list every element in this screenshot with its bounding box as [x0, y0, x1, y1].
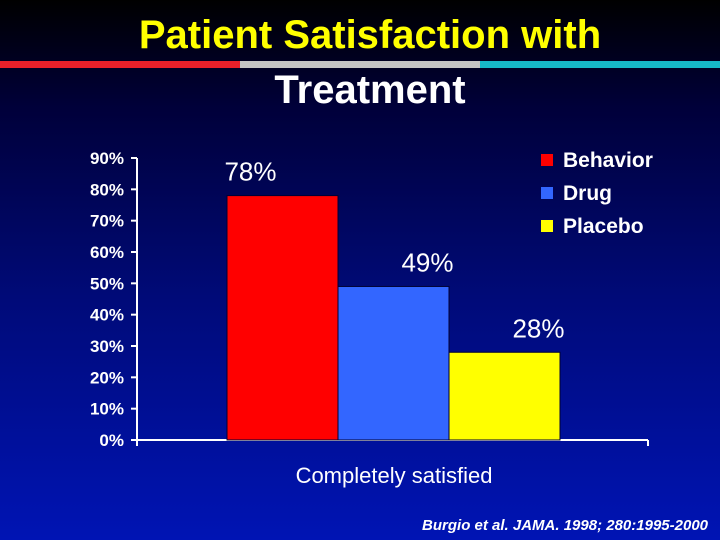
legend-label-behavior: Behavior — [563, 149, 653, 172]
y-tick-label: 60% — [90, 243, 124, 262]
data-label-behavior: 78% — [224, 157, 276, 187]
slide-title: Patient Satisfaction with Treatment — [0, 8, 720, 118]
y-tick-label: 50% — [90, 274, 124, 293]
legend-label-placebo: Placebo — [563, 215, 644, 238]
y-tick-label: 70% — [90, 212, 124, 231]
legend-label-drug: Drug — [563, 182, 612, 205]
slide-title-line2: Treatment — [274, 68, 466, 112]
bar-behavior — [226, 195, 339, 441]
y-tick-label: 10% — [90, 400, 124, 419]
data-label-placebo: 28% — [512, 313, 564, 343]
legend-swatch-behavior — [541, 154, 553, 166]
bar-drug — [337, 285, 450, 441]
title-rule-red — [0, 61, 240, 68]
y-tick-label: 80% — [90, 180, 124, 199]
title-rule-teal — [480, 61, 720, 68]
title-rule-gray — [240, 61, 480, 68]
y-tick-label: 90% — [90, 149, 124, 168]
citation: Burgio et al. JAMA. 1998; 280:1995-2000 — [422, 517, 708, 534]
x-axis-title: Completely satisfied — [296, 463, 493, 488]
y-tick-label: 40% — [90, 306, 124, 325]
y-tick-label: 20% — [90, 368, 124, 387]
slide-title-line1: Patient Satisfaction with — [138, 13, 602, 57]
legend-swatch-placebo — [541, 220, 553, 232]
bar-placebo — [448, 351, 561, 441]
data-label-drug: 49% — [401, 247, 453, 277]
legend-swatch-drug — [541, 187, 553, 199]
y-tick-label: 30% — [90, 337, 124, 356]
y-tick-label: 0% — [99, 431, 124, 450]
